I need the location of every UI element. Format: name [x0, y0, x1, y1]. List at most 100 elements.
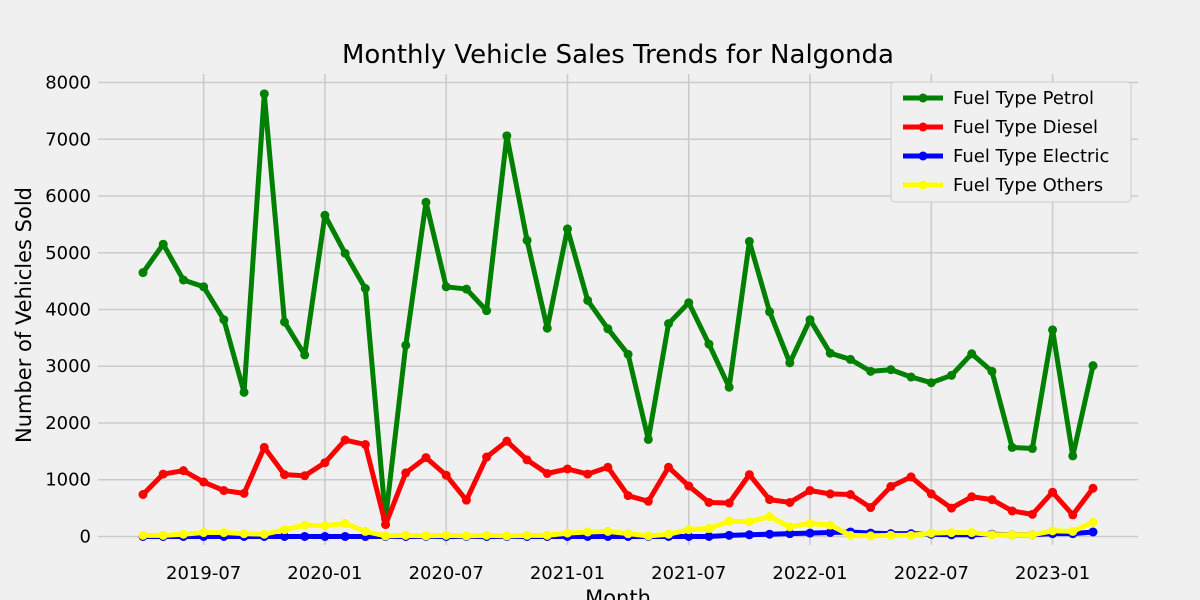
data-point [441, 530, 451, 540]
data-point [684, 481, 694, 491]
data-point [381, 520, 391, 530]
chart-title: Monthly Vehicle Sales Trends for Nalgond… [342, 40, 894, 70]
data-point [461, 531, 471, 541]
legend-label: Fuel Type Others [953, 175, 1103, 196]
data-point [765, 307, 775, 317]
data-point [1048, 526, 1058, 536]
legend-label: Fuel Type Electric [953, 146, 1109, 167]
data-point [926, 378, 936, 388]
data-point [279, 317, 289, 327]
data-point [744, 236, 754, 246]
data-point [947, 503, 957, 513]
data-point [320, 458, 330, 468]
data-point [704, 497, 714, 507]
data-point [522, 530, 532, 540]
data-point [765, 512, 775, 522]
data-point [765, 529, 775, 539]
data-point [967, 492, 977, 502]
data-point [320, 521, 330, 531]
data-point [825, 489, 835, 499]
data-point [502, 131, 512, 141]
data-point [300, 350, 310, 360]
data-point [1088, 483, 1098, 493]
data-point [785, 358, 795, 368]
data-point [542, 468, 552, 478]
data-point [724, 516, 734, 526]
data-point [1027, 530, 1037, 540]
legend-swatch-marker [918, 151, 928, 161]
y-axis-title: Number of Vehicles Sold [12, 187, 36, 443]
data-point [421, 197, 431, 207]
data-point [219, 315, 229, 325]
data-point [482, 530, 492, 540]
data-point [502, 436, 512, 446]
data-point [562, 224, 572, 234]
data-point [1048, 487, 1058, 497]
data-point [1048, 325, 1058, 335]
grid [98, 74, 1138, 545]
data-point [300, 531, 310, 541]
data-point [259, 89, 269, 99]
data-point [603, 462, 613, 472]
legend-swatch-marker [918, 180, 928, 190]
data-point [886, 530, 896, 540]
data-point [199, 528, 209, 538]
data-point [219, 528, 229, 538]
data-point [421, 531, 431, 541]
data-point [300, 471, 310, 481]
y-tick-label: 6000 [45, 186, 91, 207]
data-point [138, 268, 148, 278]
data-point [562, 464, 572, 474]
data-point [987, 495, 997, 505]
y-tick-label: 4000 [45, 300, 91, 321]
data-point [259, 442, 269, 452]
data-point [845, 489, 855, 499]
data-point [643, 531, 653, 541]
data-point [199, 477, 209, 487]
data-point [704, 339, 714, 349]
data-point [603, 526, 613, 536]
data-point [603, 324, 613, 334]
data-point [138, 530, 148, 540]
data-point [623, 491, 633, 501]
data-point [401, 530, 411, 540]
data-point [987, 530, 997, 540]
x-tick-label: 2023-01 [1015, 563, 1090, 584]
data-point [744, 517, 754, 527]
data-point [320, 531, 330, 541]
data-point [360, 526, 370, 536]
x-tick-label: 2021-01 [530, 563, 605, 584]
axes: 0 1000 2000 3000 4000 5000 6000 7000 8000 2019-07… [45, 73, 1090, 584]
y-tick-label: 7000 [45, 129, 91, 150]
data-point [643, 496, 653, 506]
data-point [724, 382, 734, 392]
legend-box [890, 81, 1132, 203]
data-point [482, 306, 492, 316]
y-tick-label: 3000 [45, 356, 91, 377]
data-point [239, 488, 249, 498]
data-point [583, 527, 593, 537]
data-point [320, 210, 330, 220]
data-point [724, 498, 734, 508]
data-point [643, 434, 653, 444]
data-point [502, 531, 512, 541]
data-point [987, 366, 997, 376]
data-point [441, 282, 451, 292]
data-point [866, 366, 876, 376]
data-point [340, 435, 350, 445]
data-point [664, 319, 674, 329]
data-point [401, 468, 411, 478]
data-point [421, 453, 431, 463]
data-point [542, 530, 552, 540]
data-point [805, 528, 815, 538]
data-point [684, 525, 694, 535]
data-point [1088, 517, 1098, 527]
data-point [1007, 530, 1017, 540]
data-point [1027, 444, 1037, 454]
data-point [825, 520, 835, 530]
data-point [845, 354, 855, 364]
data-point [947, 528, 957, 538]
data-point [1068, 526, 1078, 536]
data-point [279, 531, 289, 541]
